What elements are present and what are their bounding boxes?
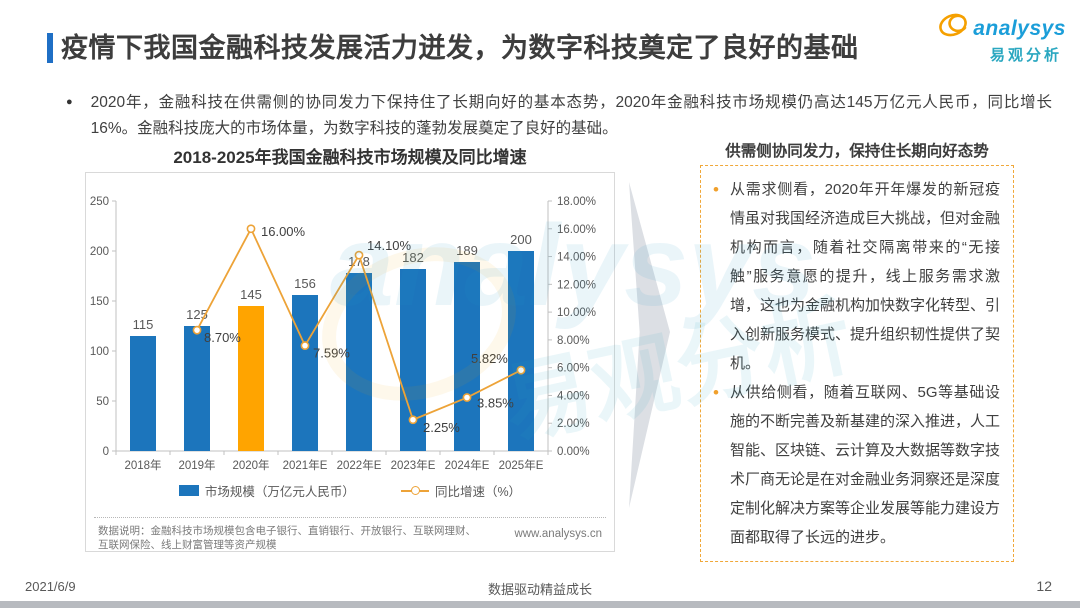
right-axis-label: 16.00%: [557, 224, 596, 236]
right-axis-label: 6.00%: [557, 363, 590, 375]
bar-value-label: 145: [240, 287, 262, 302]
logo-text-en: analysys: [973, 16, 1066, 40]
bar-value-label: 156: [294, 276, 316, 291]
footer-date: 2021/6/9: [25, 579, 76, 594]
bar-value-label: 189: [456, 243, 478, 258]
line-marker: [246, 224, 256, 234]
bar: [184, 326, 210, 451]
bar: [346, 273, 372, 451]
line-swatch-icon: [400, 486, 429, 495]
insight-item-supply: 从供给侧看，随着互联网、5G等基础设施的不断完善及新基建的深入推进，人工智能、区…: [711, 378, 1000, 552]
bottom-bar: [0, 601, 1080, 608]
analysys-logo: analysys 易观分析: [937, 10, 1066, 63]
bar-value-label: 200: [510, 232, 532, 247]
left-axis-label: 150: [90, 296, 109, 308]
category-label: 2018年: [124, 458, 161, 472]
category-label: 2019年: [178, 458, 215, 472]
line-marker: [300, 341, 310, 350]
line-value-label: 14.10%: [367, 238, 412, 253]
left-axis-label: 50: [96, 396, 109, 408]
chart-title: 2018-2025年我国金融科技市场规模及同比增速: [173, 148, 527, 167]
bullet-dot-icon: ●: [66, 96, 73, 108]
line-marker: [516, 365, 526, 375]
left-axis-label: 250: [90, 196, 109, 208]
footer-slogan: 数据驱动精益成长: [487, 582, 592, 597]
right-axis-label: 12.00%: [557, 279, 596, 291]
category-label: 2024年E: [445, 458, 490, 472]
right-axis-label: 8.00%: [557, 335, 590, 347]
legend-item-bars: 市场规模（万亿元人民币）: [178, 481, 355, 500]
insight-list: 从需求侧看，2020年开年爆发的新冠疫情虽对我国经济造成巨大挑战，但对金融机构而…: [711, 175, 1000, 552]
left-axis-label: 200: [90, 246, 109, 258]
line-marker: [408, 415, 418, 425]
bar: [508, 251, 534, 451]
note-divider: [94, 517, 606, 518]
left-axis-label: 0: [103, 446, 109, 458]
page-number: 12: [1036, 578, 1052, 594]
right-axis-label: 4.00%: [557, 390, 590, 402]
logo-text-cn: 易观分析: [989, 47, 1062, 64]
page-title: 疫情下我国金融科技发展活力迸发，为数字科技奠定了良好的基础: [61, 33, 859, 63]
right-arrow-shape: [629, 182, 670, 508]
line-value-label: 7.59%: [313, 346, 350, 361]
line-value-label: 5.82%: [471, 351, 508, 366]
insight-item-demand: 从需求侧看，2020年开年爆发的新冠疫情虽对我国经济造成巨大挑战，但对金融机构而…: [711, 175, 1000, 378]
line-marker: [354, 250, 364, 260]
category-label: 2025年E: [499, 458, 544, 472]
insight-panel: 从需求侧看，2020年开年爆发的新冠疫情虽对我国经济造成巨大挑战，但对金融机构而…: [700, 165, 1014, 562]
chart-card: 0 50 100 150 200 250 0.00% 2.00% 4.00% 6.00% 8.00%…: [85, 172, 615, 552]
right-axis-label: 0.00%: [557, 446, 590, 458]
right-axis-label: 14.00%: [557, 252, 596, 264]
left-axis-label: 100: [90, 346, 109, 358]
right-axis-label: 2.00%: [557, 418, 590, 430]
line-value-label: 2.25%: [423, 420, 460, 435]
line-marker: [462, 393, 472, 402]
line-value-label: 8.70%: [204, 330, 241, 345]
bar: [130, 336, 156, 451]
legend-item-line: 同比增速（%）: [400, 481, 522, 500]
logo-swirl-icon: [937, 10, 973, 46]
right-axis-label: 18.00%: [557, 196, 596, 208]
bar: [454, 262, 480, 451]
line-value-label: 16.00%: [261, 224, 306, 239]
source-link[interactable]: www.analysys.cn: [514, 528, 602, 540]
title-accent-bar: [47, 33, 53, 63]
bar-value-label: 115: [133, 317, 154, 332]
bar-swatch-icon: [178, 485, 199, 496]
intro-text: 2020年，金融科技在供需侧的协同发力下保持住了长期向好的基本态势，2020年金…: [90, 94, 1052, 137]
line-marker: [192, 325, 202, 335]
category-label: 2023年E: [391, 458, 436, 472]
chart-legend: 市场规模（万亿元人民币） 同比增速（%）: [86, 481, 614, 500]
combo-chart: 0 50 100 150 200 250 0.00% 2.00% 4.00% 6.00% 8.00%…: [90, 196, 596, 472]
bar: [292, 295, 318, 451]
legend-label-bars: 市场规模（万亿元人民币）: [204, 485, 355, 499]
line-value-label: 3.85%: [477, 396, 514, 411]
category-label: 2020年: [232, 458, 269, 472]
right-axis-label: 10.00%: [557, 307, 596, 319]
bar: [238, 306, 264, 451]
intro-paragraph: ● 2020年，金融科技在供需侧的协同发力下保持住了长期向好的基本态势，2020…: [66, 90, 1052, 142]
chart-note: 数据说明：金融科技市场规模包含电子银行、直销银行、开放银行、互联网理财、互联网保…: [98, 525, 476, 551]
panel-title: 供需侧协同发力，保持住长期向好态势: [725, 143, 989, 160]
category-label: 2021年E: [283, 458, 328, 472]
bar-value-label: 182: [402, 250, 424, 265]
legend-label-line: 同比增速（%）: [434, 485, 522, 499]
category-label: 2022年E: [337, 458, 382, 472]
